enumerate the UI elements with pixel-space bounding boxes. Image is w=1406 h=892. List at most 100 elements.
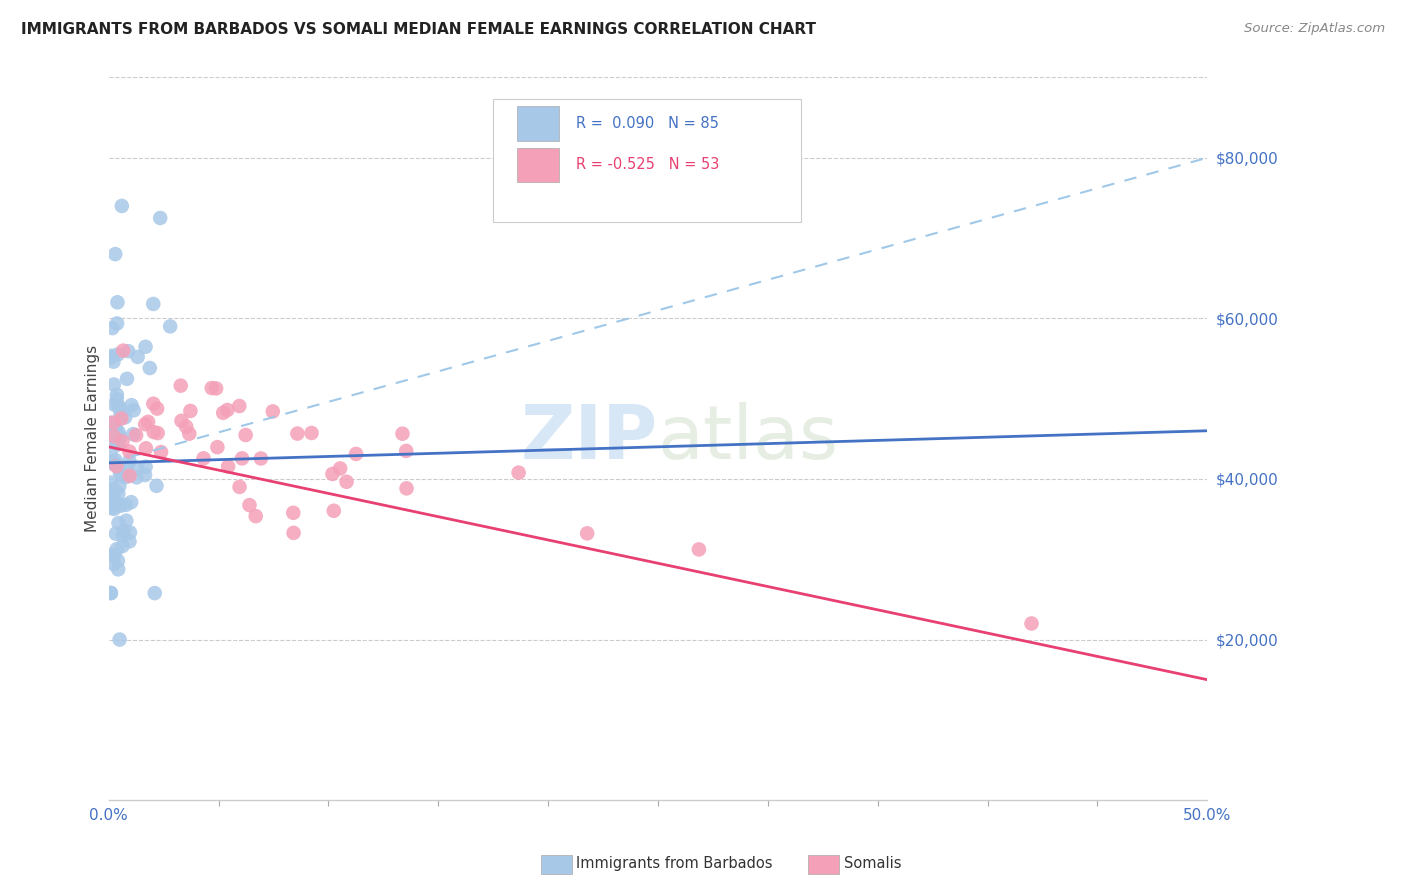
Point (100, 349, 122, 363)
Point (135, 442, 157, 456)
Point (125, 461, 148, 475)
Point (101, 548, 124, 562)
Point (217, 459, 239, 474)
Point (117, 344, 139, 359)
Point (179, 426, 201, 441)
Point (688, 542, 710, 557)
Point (103, 501, 125, 516)
Point (228, 399, 250, 413)
Point (115, 514, 138, 528)
Point (250, 451, 273, 466)
Point (111, 468, 134, 483)
Point (217, 403, 239, 417)
Text: R = -0.525   N = 53: R = -0.525 N = 53 (575, 157, 718, 172)
Point (122, 427, 145, 442)
Point (105, 392, 128, 407)
Point (103, 354, 125, 368)
Point (287, 426, 309, 441)
Point (105, 542, 128, 557)
Point (111, 199, 134, 213)
Point (142, 397, 165, 411)
Point (105, 495, 128, 509)
Point (108, 467, 131, 481)
Point (100, 420, 122, 434)
Point (395, 443, 418, 458)
Point (301, 425, 323, 440)
Point (235, 428, 257, 442)
Point (111, 434, 134, 449)
Point (122, 403, 145, 417)
Point (205, 381, 228, 395)
Point (104, 526, 127, 541)
Bar (517, 147, 560, 182)
Point (104, 453, 127, 467)
Point (103, 458, 125, 472)
Point (201, 381, 224, 395)
Point (149, 211, 172, 225)
Point (100, 475, 122, 490)
Point (108, 632, 131, 647)
Point (108, 460, 131, 475)
Point (112, 343, 135, 358)
Point (105, 459, 128, 474)
Point (142, 425, 165, 439)
Point (114, 410, 136, 425)
Text: Somalis: Somalis (844, 856, 901, 871)
Point (344, 447, 367, 461)
Point (110, 407, 132, 421)
Text: ZIP: ZIP (520, 402, 658, 475)
Point (134, 468, 156, 483)
Point (170, 378, 193, 392)
Point (262, 404, 284, 418)
Point (135, 340, 157, 354)
Point (107, 554, 129, 568)
Point (283, 525, 305, 540)
Point (193, 451, 215, 466)
Point (283, 506, 305, 520)
Point (576, 526, 599, 541)
Point (146, 401, 169, 416)
Point (321, 467, 343, 481)
Point (118, 444, 141, 458)
Point (146, 426, 169, 441)
Point (120, 495, 142, 509)
Point (150, 445, 173, 459)
Point (125, 470, 148, 484)
Point (335, 475, 357, 489)
Point (118, 525, 141, 540)
Point (108, 401, 131, 415)
Point (136, 415, 159, 429)
Y-axis label: Median Female Earnings: Median Female Earnings (86, 345, 100, 533)
Point (104, 421, 127, 435)
Point (100, 447, 122, 461)
Point (108, 430, 131, 444)
Point (107, 562, 129, 576)
Point (104, 247, 127, 261)
Point (118, 468, 141, 483)
Point (103, 496, 125, 510)
Point (110, 499, 132, 513)
Text: atlas: atlas (658, 402, 839, 475)
Point (103, 377, 125, 392)
Point (107, 486, 129, 500)
Point (391, 426, 413, 441)
Point (101, 321, 124, 335)
FancyBboxPatch shape (494, 99, 801, 222)
Point (103, 429, 125, 443)
Point (174, 419, 197, 434)
Point (170, 414, 193, 428)
Point (103, 416, 125, 430)
Point (101, 483, 124, 497)
Point (107, 399, 129, 413)
Point (142, 297, 165, 311)
Point (179, 404, 201, 418)
Point (100, 351, 122, 365)
Point (125, 428, 148, 442)
Point (108, 479, 131, 493)
Point (103, 557, 125, 571)
Text: Immigrants from Barbados: Immigrants from Barbados (576, 856, 773, 871)
Point (207, 440, 229, 454)
Point (112, 524, 135, 538)
Point (100, 586, 122, 600)
Point (104, 398, 127, 412)
